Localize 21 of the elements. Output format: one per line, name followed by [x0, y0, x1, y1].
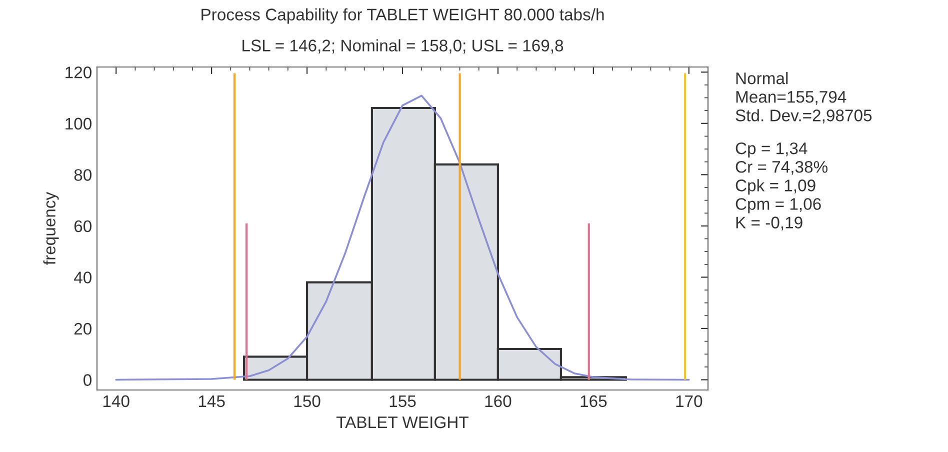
- text: Normal Mean=155,794 Std. Dev.=2,98705: [736, 72, 872, 124]
- text: Cp = 1,34 Cr = 74,38% Cpk = 1,09 Cpm = 1,06 K = -0,19: [736, 142, 828, 230]
- y-tick-label: 20: [74, 322, 92, 335]
- x-tick-label: 160: [485, 395, 512, 408]
- x-tick-label: 145: [198, 395, 225, 408]
- y-axis-title: frequency: [43, 192, 59, 265]
- x-tick-label: 140: [103, 395, 130, 408]
- y-tick-label: 120: [66, 66, 92, 78]
- chart-title: Process Capability for TABLET WEIGHT 80.000 tabs/h: [202, 8, 604, 24]
- line-series: [115, 94, 690, 381]
- y-tick-label: 0: [84, 374, 92, 386]
- x-axis-title: TABLET WEIGHT: [336, 416, 468, 428]
- x-tick-label: 155: [390, 395, 416, 408]
- x-tick-label: 150: [294, 395, 320, 408]
- chart-subtitle: LSL = 146,2; Nominal = 158,0; USL = 169,8: [242, 39, 564, 54]
- y-tick-label: 100: [66, 118, 92, 130]
- y-tick-label: 40: [74, 272, 92, 284]
- y-tick-label: 60: [74, 220, 92, 232]
- y-tick-label: 80: [74, 169, 92, 181]
- x-tick-label: 170: [676, 395, 702, 408]
- x-tick-label: 165: [580, 395, 607, 408]
